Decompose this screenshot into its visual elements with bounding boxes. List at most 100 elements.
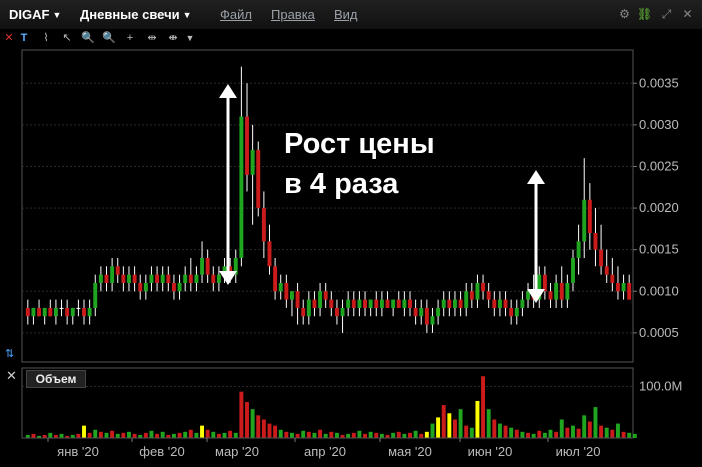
candle-body [65,307,70,317]
volume-bar [37,435,42,438]
dropdown-icon[interactable]: ▼ [185,33,195,43]
x-tick-label: янв '20 [57,444,99,459]
close-volume-icon[interactable]: ✕ [6,368,17,383]
panel-settings-icon[interactable]: ⇅ [5,348,15,360]
volume-bar [82,425,86,438]
candle-body [48,307,53,317]
candle-body [53,307,58,317]
volume-bar [115,433,120,438]
volume-bar [599,425,604,438]
candle-body [104,274,109,283]
volume-bar [481,376,486,438]
price-panel-border [21,49,634,363]
maximize-icon[interactable]: ⤢ [661,7,672,21]
price-growth-annotation: Рост цены в 4 раза [284,124,435,204]
candle-body [587,199,592,234]
volume-bar [228,430,233,438]
y-tick-label: 0.0030 [639,117,679,132]
candle-body [216,274,221,283]
volume-bar [413,430,418,438]
crosshair-icon[interactable]: + [126,32,134,44]
candle-body [447,299,452,308]
volume-bar [486,409,491,438]
volume-bar [346,433,351,438]
chart-type-icon[interactable]: ⌇ [43,32,49,44]
volume-bar [312,432,317,438]
volume-bar [396,431,401,438]
volume-bar [441,405,446,438]
volume-bar [132,433,137,438]
candle-body [554,282,559,300]
volume-bar [419,433,424,438]
menu-file[interactable]: Файл [220,7,252,22]
volume-bar [424,431,429,438]
candle-body [267,241,272,267]
volume-bar [447,413,452,438]
candle-body [98,274,103,283]
volume-bar [503,425,508,438]
candle-body [615,282,620,292]
candle-body [559,282,564,300]
candle-body [70,307,75,317]
y-tick-label: 0.0010 [639,283,679,298]
candle-body [486,291,491,300]
gear-icon[interactable]: ⚙ [619,7,630,21]
menu-edit[interactable]: Правка [271,7,315,22]
volume-bar [475,400,480,438]
volume-bar [121,432,126,438]
symbol-selector[interactable]: DIGAF ▼ [9,7,61,22]
volume-bar [632,433,637,438]
candle-body [363,299,367,308]
volume-bar [531,433,536,438]
candle-body [110,266,115,283]
candle-body [329,299,334,308]
volume-bar [31,433,36,438]
candle-body [273,266,278,292]
arrow-feb [219,84,237,285]
volume-bar [391,432,396,438]
volume-bar [351,432,356,438]
arrow-jun [527,170,545,303]
candle-body [604,266,609,275]
candle-body [138,282,143,292]
volume-bar [183,431,188,438]
candle-body [42,307,47,317]
split-icon[interactable]: ⇼ [168,32,178,44]
volume-bar [379,433,384,438]
y-tick-label: 0.0035 [639,75,679,90]
link-icon[interactable]: ⛓ [637,7,653,21]
candle-body [284,282,289,300]
candle-body [599,249,604,267]
volume-bar [554,431,559,438]
volume-bar [627,432,632,438]
volume-bar [318,429,323,438]
volume-bar [368,431,373,438]
candle-body [419,307,424,317]
close-icon[interactable]: ✕ [682,7,693,21]
candle-body [379,299,384,308]
zoom-in-icon[interactable]: 🔍 [81,32,95,44]
candle-body [610,274,615,283]
candle-body [424,307,429,325]
candle-body [452,299,457,308]
text-icon[interactable]: T [20,32,28,44]
candle-body [171,282,176,292]
volume-bar [295,433,300,438]
fit-icon[interactable]: ⇹ [147,32,157,44]
volume-bar [278,429,283,438]
volume-bar [138,434,143,438]
volume-bar [171,433,176,438]
candle-body [458,299,463,308]
volume-bar [559,419,564,438]
zoom-out-icon[interactable]: 🔍 [102,32,116,44]
close-icon[interactable]: ✕ [4,32,14,44]
cursor-icon[interactable]: ↖ [62,32,72,44]
arrow-head-up [219,84,237,98]
volume-bar [188,429,193,438]
menu-view[interactable]: Вид [334,7,358,22]
period-selector[interactable]: Дневные свечи ▼ [80,7,192,22]
candle-body [188,274,193,283]
volume-bar [127,431,131,438]
chart-toolbar: ✕ T ⌇ ↖ 🔍 🔍 + ⇹ ⇼ ▼ [0,29,702,47]
